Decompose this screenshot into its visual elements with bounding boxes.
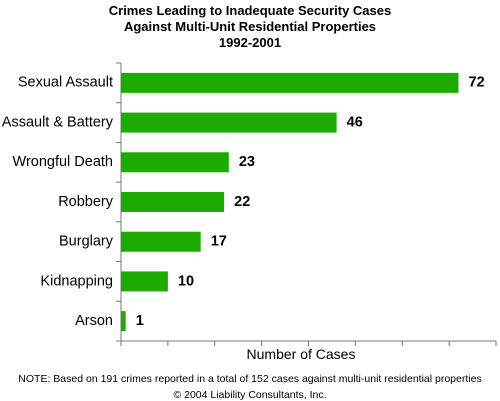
bar — [121, 192, 225, 212]
data-label: 1 — [136, 313, 144, 329]
data-label: 23 — [239, 154, 255, 170]
bar — [121, 311, 126, 332]
footnote: NOTE: Based on 191 crimes reported in a … — [18, 373, 481, 385]
bar — [121, 112, 337, 133]
chart-title-line-2: Against Multi-Unit Residential Propertie… — [124, 19, 376, 34]
category-label: Robbery — [58, 194, 114, 210]
chart-title-line-3: 1992-2001 — [219, 35, 281, 50]
bar — [121, 72, 459, 93]
chart-title-line-1: Crimes Leading to Inadequate Security Ca… — [109, 3, 391, 18]
bar — [121, 231, 201, 252]
data-label: 72 — [469, 75, 485, 91]
x-axis-label: Number of Cases — [247, 346, 356, 362]
bar — [121, 152, 229, 173]
data-label: 17 — [211, 234, 227, 250]
data-label: 46 — [347, 114, 363, 130]
data-label: 22 — [234, 194, 250, 210]
category-label: Sexual Assault — [18, 75, 113, 91]
category-label: Assault & Battery — [2, 114, 114, 130]
category-label: Kidnapping — [40, 273, 113, 289]
category-label: Arson — [75, 313, 113, 329]
copyright-notice: © 2004 Liability Consultants, Inc. — [173, 389, 326, 401]
category-label: Wrongful Death — [13, 154, 113, 170]
plot-area: Sexual Assault 72 Assault & Battery 46 Wrong… — [2, 62, 497, 346]
bar — [121, 271, 168, 292]
category-label: Burglary — [59, 234, 114, 250]
data-label: 10 — [178, 273, 194, 289]
